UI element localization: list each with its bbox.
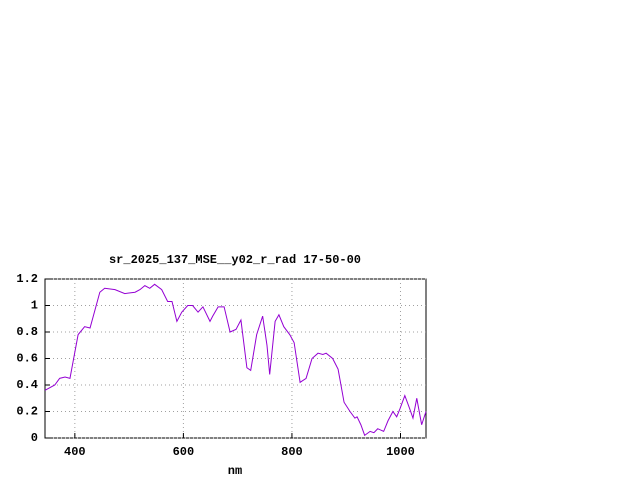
x-tick-label: 400: [64, 445, 86, 459]
y-tick-label: 1: [31, 299, 38, 313]
y-tick-label: 0.8: [16, 325, 38, 339]
y-tick-label: 0.6: [16, 352, 38, 366]
y-tick-label: 0: [31, 431, 38, 445]
x-tick-label: 1000: [386, 445, 415, 459]
plot-border: [44, 278, 427, 439]
x-tick-label: 600: [173, 445, 195, 459]
chart-title: sr_2025_137_MSE__y02_r_rad 17-50-00: [109, 253, 361, 267]
x-axis-label: nm: [228, 464, 242, 478]
x-tick-label: 800: [281, 445, 303, 459]
data-line: [44, 283, 427, 437]
y-tick-label: 1.2: [16, 272, 38, 286]
y-tick-label: 0.2: [16, 405, 38, 419]
y-tick-label: 0.4: [16, 378, 38, 392]
